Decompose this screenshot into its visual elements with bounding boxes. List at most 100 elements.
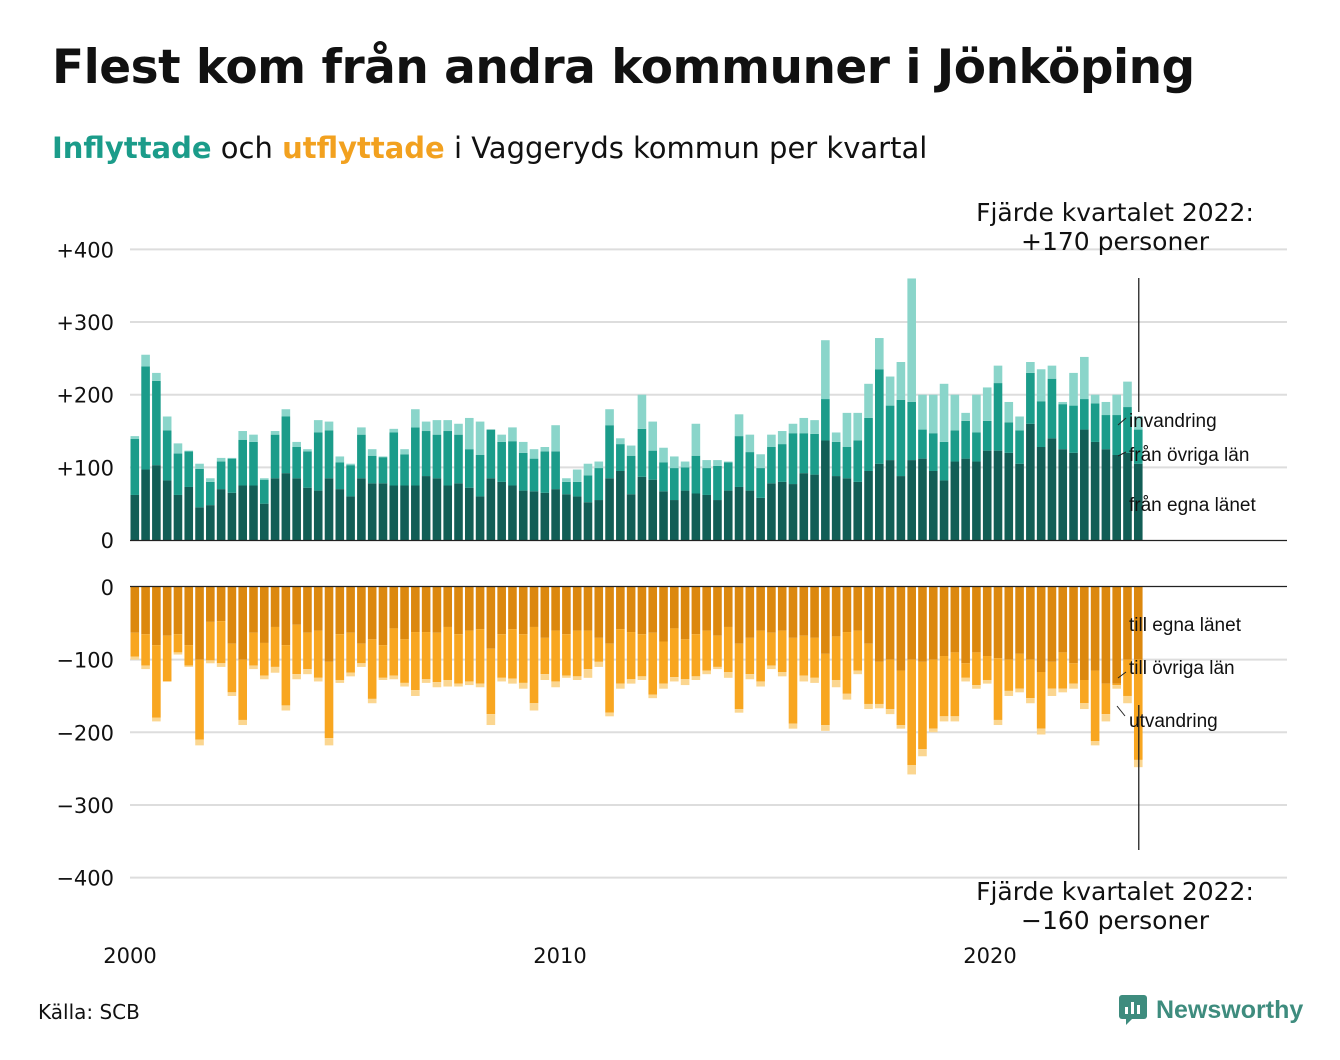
bar-in-own-county [767,483,776,540]
bar-in-own-county [389,485,399,540]
bar-out-own-county [400,587,409,640]
bar-in-immigration [1069,372,1078,406]
bar-out-other-counties [324,661,334,739]
bar-out-other-counties [421,632,431,680]
bar-in-own-county [961,458,970,540]
bar-out-other-counties [475,629,485,684]
newsworthy-logo[interactable]: Newsworthy [1118,994,1303,1026]
bar-in-immigration [1058,401,1068,405]
bar-in-other-counties [821,399,830,441]
bar-out-emigration [486,714,496,726]
bar-out-other-counties [518,634,528,683]
bar-out-emigration [821,725,830,731]
annotation-top-line1: Fjärde kvartalet 2022: [976,198,1254,227]
bar-in-immigration [249,434,258,442]
bar-out-other-counties [551,630,560,682]
bar-out-emigration [1036,728,1046,735]
bar-out-own-county [1080,587,1089,680]
bar-in-immigration [626,445,636,456]
bar-out-other-counties [864,643,873,704]
bar-in-immigration [141,354,150,367]
bar-out-own-county [648,587,658,633]
bar-out-own-county [626,587,636,633]
bar-in-immigration [518,441,528,453]
bar-in-immigration [551,425,560,452]
bar-out-other-counties [1047,661,1057,689]
bar-in-other-counties [972,432,981,462]
bar-in-other-counties [411,427,420,486]
bar-out-other-counties [594,637,604,662]
bar-in-immigration [594,461,604,469]
bar-in-other-counties [1080,399,1089,430]
bar-out-own-county [831,587,841,637]
bar-in-other-counties [518,452,528,491]
bar-in-immigration [637,394,647,429]
bar-in-own-county [1036,447,1046,540]
bar-in-immigration [1090,394,1100,404]
bar-out-emigration [475,683,485,688]
bar-in-other-counties [756,468,765,498]
bar-out-emigration [216,663,226,667]
bar-out-own-county [378,587,388,646]
bar-in-own-county [443,485,453,540]
bar-in-immigration [292,441,301,448]
bar-out-own-county [1123,587,1132,660]
bar-in-immigration [810,420,819,434]
bar-out-other-counties [907,659,916,765]
bar-in-other-counties [1133,429,1143,464]
bar-out-other-counties [206,621,215,661]
bar-in-immigration [982,387,992,421]
bar-out-other-counties [583,630,593,670]
bar-out-other-counties [1090,670,1100,742]
series-leader-in [1117,417,1127,426]
bar-in-other-counties [443,431,453,486]
bar-in-other-counties [184,451,194,487]
bar-in-other-counties [875,369,884,464]
bar-in-own-county [529,491,539,540]
bar-out-own-county [464,587,474,631]
bar-in-immigration [216,457,226,462]
bar-in-immigration [896,362,906,400]
bar-out-other-counties [853,630,863,671]
bar-out-emigration [713,666,722,670]
bar-in-other-counties [292,447,301,479]
bar-out-emigration [594,661,604,667]
bar-out-other-counties [443,626,453,680]
bar-out-own-county [475,587,485,630]
bar-out-emigration [799,675,809,682]
bar-in-other-counties [767,447,776,484]
bar-in-immigration [562,478,571,482]
bar-in-immigration [648,421,658,451]
bar-out-own-county [950,587,960,653]
bar-in-own-county [1133,463,1143,540]
bar-in-own-county [1047,438,1057,540]
bar-in-own-county [292,478,301,540]
bar-out-other-counties [950,652,960,717]
bar-out-own-county [313,587,323,631]
bar-in-own-county [1123,452,1132,540]
bar-out-emigration [152,717,161,722]
bar-out-own-county [1036,587,1046,673]
bar-out-emigration [518,682,528,689]
bar-out-other-counties [173,634,183,653]
bar-out-own-county [389,587,399,629]
bar-out-own-county [875,587,884,662]
bar-in-own-county [270,478,280,540]
bar-out-own-county [216,587,226,622]
bar-out-own-county [756,587,765,631]
bar-in-other-counties [982,420,992,451]
bar-out-other-counties [1036,672,1046,729]
bar-in-other-counties [378,457,388,484]
bar-in-other-counties [562,481,571,495]
bar-out-other-counties [939,656,949,717]
bar-out-other-counties [1101,683,1111,715]
page-title: Flest kom från andra kommuner i Jönköpin… [52,40,1195,95]
bar-out-emigration [464,681,474,686]
bar-out-own-county [540,587,550,638]
bar-in-immigration [853,412,863,441]
bar-in-own-county [313,490,323,540]
bar-out-emigration [572,676,582,680]
bar-out-own-county [734,587,744,644]
bar-in-immigration [1004,401,1014,423]
series-label-in: invandring [1129,411,1217,432]
